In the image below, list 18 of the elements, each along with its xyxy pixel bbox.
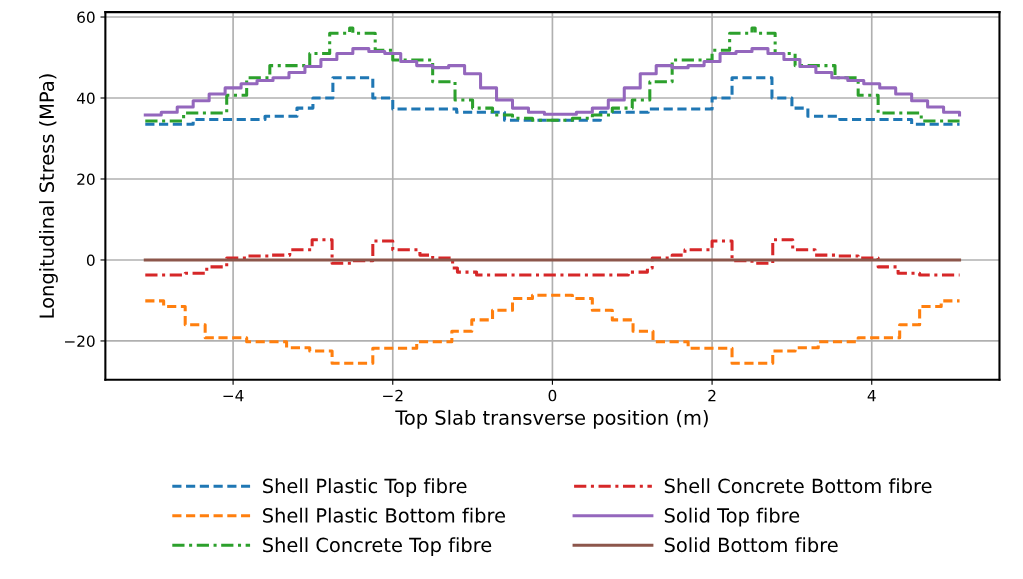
x-tick-label: −4 [223,390,244,402]
y-tick-label: 40 [76,92,95,105]
y-tick-label: 20 [77,173,95,186]
y-tick-label: 60 [77,11,95,24]
legend-label: Solid Top fibre [664,507,800,527]
x-tick-label: 4 [867,390,876,402]
legend-label: Shell Plastic Bottom fibre [263,507,506,523]
legend-label: Shell Concrete Bottom fibre [664,478,932,494]
legend-label: Solid Bottom fibre [664,537,838,553]
legend-label: Shell Plastic Top fibre [263,478,467,498]
y-tick-label: 0 [86,254,95,266]
x-axis-title: Top Slab transverse position (m) [395,409,708,429]
x-tick-label: 2 [708,389,716,402]
legend-label: Shell Concrete Top fibre [263,537,492,557]
x-tick-label: −2 [383,389,403,402]
x-tick-label: 0 [548,389,557,402]
y-axis-title: Longitudinal Stress (MPa) [39,74,58,318]
y-tick-label: −20 [65,335,95,347]
